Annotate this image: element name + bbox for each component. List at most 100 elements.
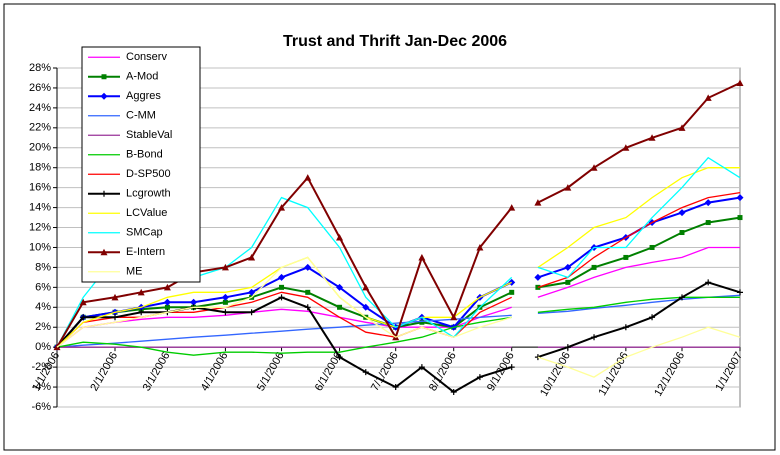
y-tick-label: 18% xyxy=(29,162,51,174)
y-tick-label: 8% xyxy=(35,261,51,273)
marker xyxy=(476,243,484,251)
marker xyxy=(392,384,399,391)
marker xyxy=(418,253,426,261)
legend-label: StableVal xyxy=(126,129,172,141)
marker xyxy=(704,199,712,207)
y-tick-label: 22% xyxy=(29,122,51,134)
marker xyxy=(336,283,344,291)
marker xyxy=(678,294,685,301)
legend-label: SMCap xyxy=(126,227,163,239)
marker xyxy=(362,303,370,311)
marker xyxy=(649,244,655,250)
marker xyxy=(622,144,630,151)
marker xyxy=(705,220,711,226)
legend: Conserv A-Mod Aggres C-MM StableVal B-Bond D-S… xyxy=(81,46,201,283)
marker xyxy=(138,309,145,316)
legend-label: E-Intern xyxy=(126,246,165,258)
marker xyxy=(705,279,712,286)
marker xyxy=(704,94,712,101)
legend-label: Aggres xyxy=(126,90,161,102)
y-tick-label: 2% xyxy=(35,321,51,333)
marker xyxy=(418,364,425,371)
y-tick-label: 26% xyxy=(29,82,51,94)
marker xyxy=(304,304,311,311)
series-line xyxy=(56,246,740,348)
y-tick-label: 6% xyxy=(35,281,51,293)
y-tick-label: 0% xyxy=(35,341,51,353)
marker xyxy=(649,314,656,321)
legend-label: D-SP500 xyxy=(126,168,171,180)
marker xyxy=(564,263,572,271)
marker xyxy=(622,324,629,331)
legend-label: ME xyxy=(126,266,143,278)
marker xyxy=(678,124,686,131)
series-line xyxy=(56,296,740,356)
marker xyxy=(304,174,312,181)
marker xyxy=(508,278,516,286)
marker xyxy=(336,234,344,241)
marker xyxy=(79,298,87,306)
marker xyxy=(337,304,343,310)
marker xyxy=(221,293,229,301)
marker xyxy=(678,209,686,217)
legend-label: B-Bond xyxy=(126,149,163,161)
y-tick-label: -6% xyxy=(31,401,51,413)
marker xyxy=(450,389,457,396)
y-tick-label: -4% xyxy=(31,381,51,393)
marker xyxy=(100,92,108,100)
marker xyxy=(419,319,425,325)
marker xyxy=(279,284,285,290)
marker xyxy=(508,204,516,211)
marker xyxy=(362,283,370,291)
marker xyxy=(336,354,343,361)
marker xyxy=(623,254,629,260)
y-tick-label: 16% xyxy=(29,182,51,194)
marker xyxy=(190,298,198,306)
marker xyxy=(101,74,107,80)
marker xyxy=(163,298,171,306)
marker xyxy=(221,263,229,271)
marker xyxy=(278,294,285,301)
legend-label: Conserv xyxy=(126,51,167,63)
chart-title: Trust and Thrift Jan-Dec 2006 xyxy=(283,33,507,50)
legend-label: A-Mod xyxy=(126,71,158,83)
y-tick-label: 14% xyxy=(29,201,51,213)
marker xyxy=(534,199,542,206)
marker xyxy=(591,334,598,341)
marker xyxy=(736,79,744,86)
marker xyxy=(591,264,597,270)
marker xyxy=(534,273,542,281)
marker xyxy=(648,134,656,141)
y-tick-label: 12% xyxy=(29,221,51,233)
marker xyxy=(137,288,145,296)
marker xyxy=(222,309,229,316)
marker xyxy=(508,364,515,371)
marker xyxy=(80,314,87,321)
marker xyxy=(304,263,312,271)
marker xyxy=(248,253,256,261)
marker xyxy=(564,344,571,351)
marker xyxy=(476,374,483,381)
marker xyxy=(112,314,119,321)
marker xyxy=(111,293,119,301)
legend-label: C-MM xyxy=(126,110,156,122)
marker xyxy=(163,283,171,291)
marker xyxy=(248,288,256,296)
series-line xyxy=(56,256,741,378)
y-tick-label: 10% xyxy=(29,241,51,253)
marker xyxy=(737,289,743,296)
legend-label: LCValue xyxy=(126,207,167,219)
marker xyxy=(564,184,572,191)
marker xyxy=(222,299,228,305)
marker xyxy=(590,164,598,171)
marker xyxy=(164,304,170,310)
marker xyxy=(737,215,743,221)
marker xyxy=(509,289,515,295)
legend-box xyxy=(81,46,201,283)
marker xyxy=(305,289,311,295)
y-tick-label: 28% xyxy=(29,62,51,74)
marker xyxy=(736,194,744,202)
marker xyxy=(362,369,369,376)
